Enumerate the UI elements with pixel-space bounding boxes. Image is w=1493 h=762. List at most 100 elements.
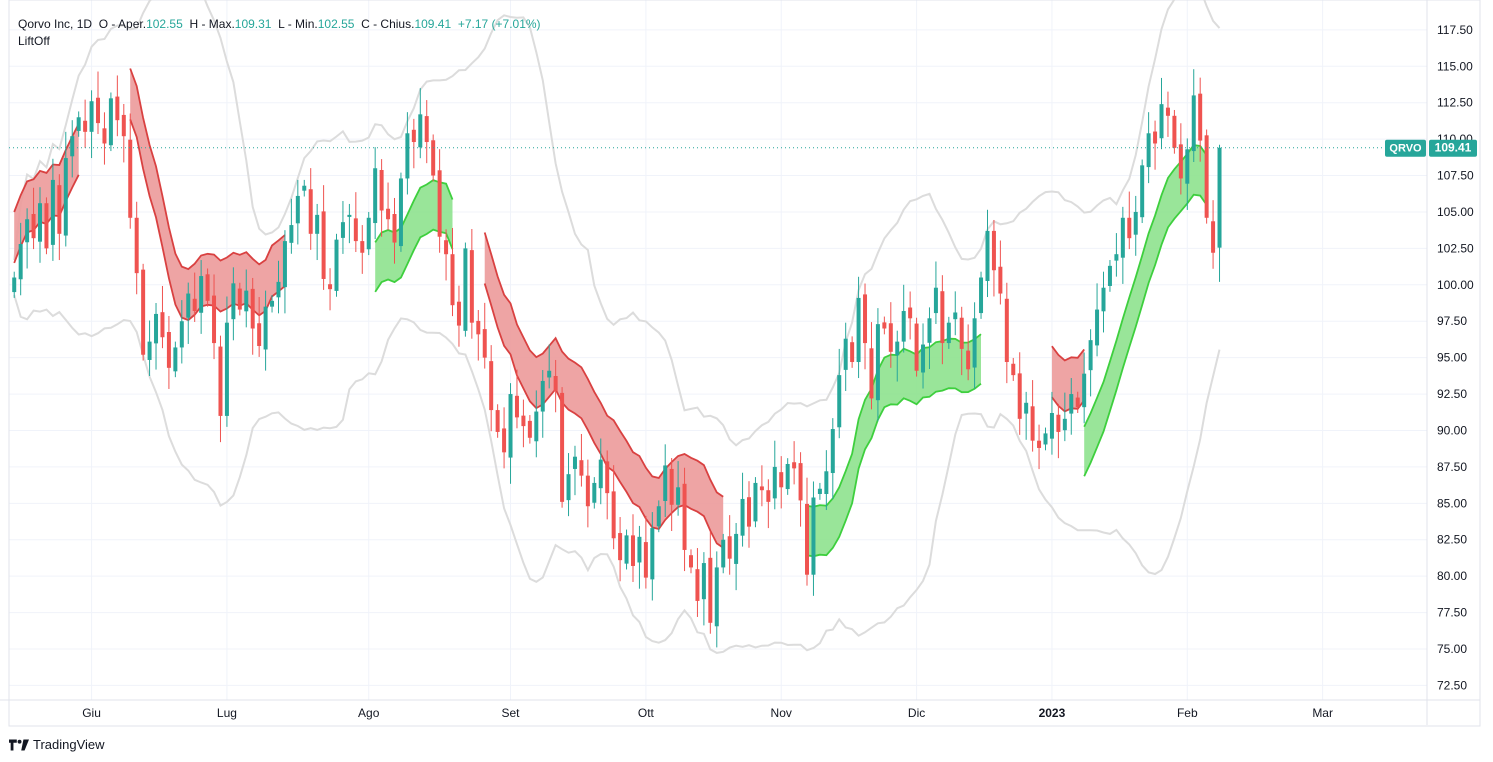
candle-body — [379, 170, 384, 211]
legend-low: 102.55 — [317, 17, 355, 31]
candle-body — [115, 96, 120, 121]
candle-body — [44, 203, 49, 249]
candle-body — [25, 219, 30, 243]
x-tick-label: Lug — [217, 706, 237, 720]
candle-body — [714, 567, 719, 627]
y-tick-label: 107.50 — [1437, 169, 1474, 183]
candle-body — [1043, 433, 1048, 445]
liftoff-band-edge-bottom-5 — [1051, 396, 1085, 413]
candle-body — [315, 214, 320, 234]
candle-body — [418, 114, 423, 148]
candle-body — [772, 466, 777, 499]
x-tick-label: Mar — [1312, 706, 1333, 720]
candle-body — [817, 488, 822, 495]
tradingview-logo-icon — [9, 738, 29, 751]
candle-body — [141, 269, 146, 355]
candle-body — [1017, 373, 1022, 419]
candle-body — [495, 410, 500, 432]
candle-body — [386, 208, 391, 220]
liftoff-band-edge-top-3 — [483, 232, 724, 498]
candle-body — [212, 295, 217, 344]
candle-body — [270, 300, 275, 307]
candle-body — [244, 290, 249, 312]
candle-body — [985, 230, 990, 282]
candle-body — [437, 170, 442, 237]
candle-body — [147, 341, 152, 360]
candle-body — [398, 178, 403, 247]
candle-body — [1049, 413, 1054, 439]
liftoff-band-edge-bottom-4 — [806, 382, 982, 558]
candle-body — [340, 222, 345, 238]
candle-body — [572, 456, 577, 469]
x-tick-label: Dic — [908, 706, 925, 720]
candle-body — [779, 472, 784, 488]
candle-body — [1217, 147, 1222, 248]
candle-body — [424, 116, 429, 143]
candle-body — [656, 506, 661, 527]
candle-body — [901, 311, 906, 342]
x-tick-label: Giu — [82, 706, 101, 720]
candle-body — [108, 98, 113, 146]
candle-body — [1062, 418, 1067, 431]
candle-body — [830, 429, 835, 474]
chart-legend: Qorvo Inc, 1D O - Aper.102.55 H - Max.10… — [18, 17, 541, 31]
liftoff-band-edge-top-5 — [1051, 345, 1085, 362]
candle-body — [811, 497, 816, 575]
y-tick-label: 92.50 — [1437, 387, 1467, 401]
candle-body — [895, 341, 900, 356]
y-tick-label: 105.00 — [1437, 205, 1474, 219]
candle-body — [121, 114, 126, 137]
candle-body — [1088, 340, 1093, 371]
candle-body — [1153, 131, 1158, 144]
candle-body — [1030, 406, 1035, 441]
candle-body — [508, 394, 513, 458]
candle-body — [50, 179, 55, 245]
candle-body — [727, 536, 732, 559]
candle-body — [630, 535, 635, 566]
candle-body — [18, 244, 23, 280]
candle-body — [302, 185, 307, 191]
candle-body — [953, 312, 958, 320]
candle-body — [1107, 265, 1112, 286]
candle-body — [921, 344, 926, 373]
candle-body — [869, 348, 874, 399]
candle-body — [837, 375, 842, 428]
candle-body — [1037, 440, 1042, 448]
liftoff-band-edge-top-0 — [13, 123, 80, 213]
legend-open: 102.55 — [146, 17, 183, 31]
candle-body — [579, 460, 584, 476]
tradingview-label: TradingView — [33, 737, 105, 752]
candle-body — [321, 211, 326, 279]
candle-body — [850, 342, 855, 363]
x-tick-label: Set — [502, 706, 521, 720]
last-price-tag-label: 109.41 — [1435, 141, 1472, 155]
candle-body — [908, 307, 913, 319]
candle-body — [914, 323, 919, 371]
candle-body — [444, 240, 449, 255]
candle-body — [1172, 115, 1177, 148]
candle-body — [192, 298, 197, 312]
candle-body — [585, 475, 590, 507]
candle-body — [360, 241, 365, 253]
candle-body — [734, 533, 739, 564]
legend-low-label: L - Min. — [278, 17, 318, 31]
candle-body — [1069, 394, 1074, 414]
candle-body — [701, 563, 706, 600]
candle-body — [598, 459, 603, 489]
y-tick-label: 95.00 — [1437, 351, 1467, 365]
candle-body — [308, 189, 313, 234]
candle-body — [747, 497, 752, 527]
candle-body — [1191, 95, 1196, 152]
candle-body — [482, 329, 487, 358]
legend-change: +7.17 (+7.01%) — [457, 17, 541, 31]
candle-body — [469, 250, 474, 323]
candle-body — [199, 276, 204, 313]
candle-body — [940, 291, 945, 344]
candle-body — [740, 498, 745, 536]
tradingview-brand[interactable]: TradingView — [9, 737, 105, 752]
candle-body — [1198, 93, 1203, 141]
candle-body — [128, 139, 133, 218]
y-tick-label: 72.50 — [1437, 678, 1467, 692]
